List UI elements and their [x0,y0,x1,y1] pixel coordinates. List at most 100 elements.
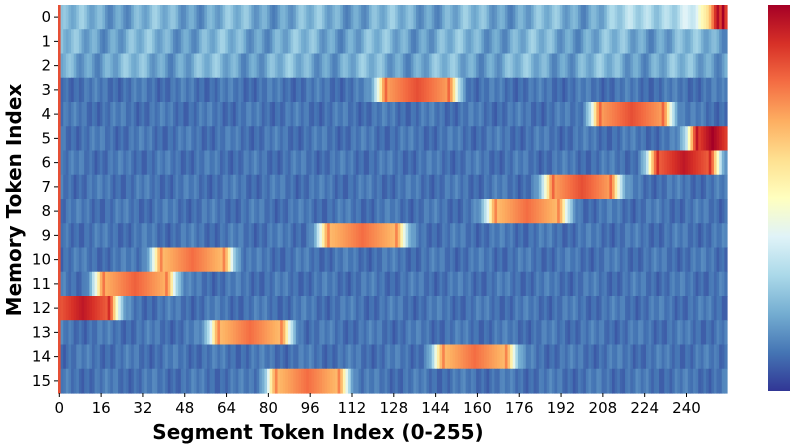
heatmap-cell [321,368,326,394]
heatmap-cell [209,77,213,103]
heatmap-cell [285,77,289,103]
heatmap-cell [468,5,472,30]
heatmap-cell [272,344,276,370]
heatmap-cell [105,247,109,273]
heatmap-cell [199,150,203,176]
heatmap-cell [193,5,198,30]
heatmap-cell [269,320,273,346]
heatmap-cell [167,77,171,103]
heatmap-cell [533,247,537,273]
heatmap-cell [141,247,145,273]
heatmap-cell [144,271,148,297]
heatmap-cell [361,150,365,176]
heatmap-cell [389,53,394,79]
heatmap-cell [395,199,399,224]
heatmap-cell [235,344,239,370]
heatmap-cell [533,296,537,321]
heatmap-cell [716,320,720,346]
heatmap-cell [695,126,699,152]
heatmap-cell [71,126,75,152]
heatmap-cell [476,53,480,79]
heatmap-cell [287,53,292,79]
heatmap-cell [538,174,543,200]
heatmap-cell [570,174,574,200]
heatmap-cell [429,344,433,370]
heatmap-cell [248,102,252,127]
heatmap-cell [457,344,462,370]
heatmap-cell [619,223,624,249]
heatmap-cell [319,344,323,370]
heatmap-cell [261,150,266,176]
heatmap-cell [682,199,686,224]
heatmap-cell [463,320,467,346]
heatmap-cell [476,368,480,394]
heatmap-cell [497,77,501,103]
heatmap-cell [214,102,219,127]
heatmap-cell [640,174,644,200]
heatmap-cell [672,247,676,273]
heatmap-cell [444,199,448,224]
heatmap-cell [267,102,271,127]
heatmap-cell [225,126,229,152]
heatmap-cell [128,296,132,321]
heatmap-cell [695,174,699,200]
heatmap-cell [348,320,352,346]
heatmap-cell [682,247,686,273]
heatmap-cell [282,344,286,370]
heatmap-cell [277,150,281,176]
heatmap-cell [476,126,480,152]
heatmap-cell [708,102,712,127]
heatmap-cell [154,174,158,200]
heatmap-cell [418,102,422,127]
heatmap-cell [460,126,464,152]
heatmap-cell [243,53,247,79]
heatmap-cell [483,344,488,370]
heatmap-cell [243,77,247,103]
heatmap-cell [693,53,697,79]
heatmap-cell [674,102,678,127]
heatmap-cell [379,53,383,79]
heatmap-cell [353,296,357,321]
heatmap-cell [439,199,443,224]
heatmap-cell [295,102,300,127]
heatmap-cell [162,174,166,200]
heatmap-cell [651,102,655,127]
heatmap-cell [596,344,600,370]
heatmap-cell [635,29,639,55]
heatmap-cell [128,320,132,346]
heatmap-cell [58,77,62,103]
heatmap-cell [413,271,417,297]
heatmap-cell [112,102,117,127]
heatmap-cell [627,53,631,79]
heatmap-cell [204,223,208,249]
heatmap-cell [504,344,509,370]
heatmap-cell [666,247,671,273]
heatmap-cell [622,296,626,321]
heatmap-cell [172,247,177,273]
y-tick-label: 12 [32,299,51,317]
heatmap-cell [389,5,394,30]
heatmap-cell [105,271,109,297]
heatmap-cell [685,102,689,127]
heatmap-cell [188,199,192,224]
heatmap-cell [204,126,208,152]
heatmap-cell [664,126,668,152]
heatmap-cell [666,174,671,200]
heatmap-cell [682,77,686,103]
heatmap-cell [238,199,242,224]
heatmap-cell [235,29,239,55]
heatmap-cell [648,126,652,152]
heatmap-cell [274,368,279,394]
heatmap-cell [293,320,297,346]
heatmap-cell [125,247,130,273]
heatmap-cell [131,102,135,127]
heatmap-cell [405,344,409,370]
heatmap-cell [316,344,320,370]
heatmap-cell [635,368,639,394]
heatmap-cell [298,150,302,176]
heatmap-cell [63,271,67,297]
heatmap-cell [447,174,451,200]
heatmap-cell [368,320,373,346]
heatmap-cell [204,5,208,30]
heatmap-cell [235,368,239,394]
